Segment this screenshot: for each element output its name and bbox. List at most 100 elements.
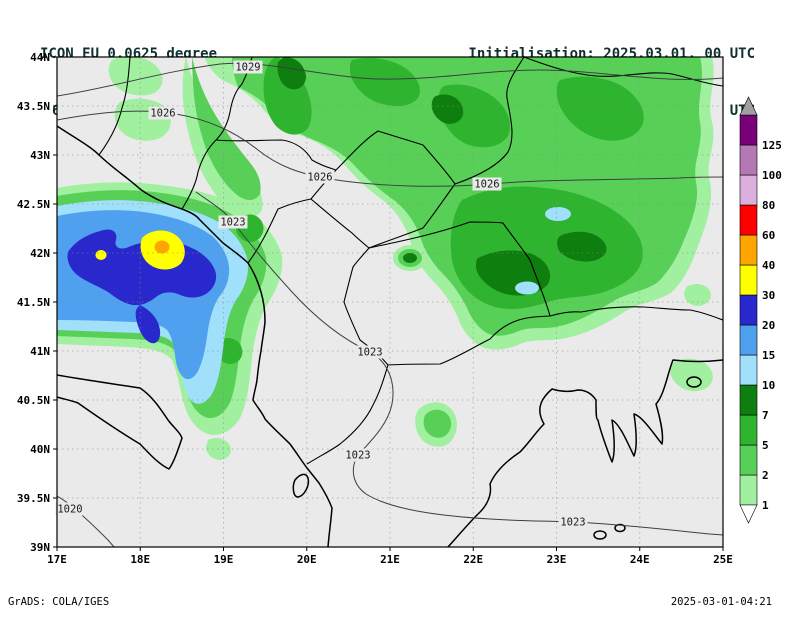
isobar-label: 1029 xyxy=(233,60,263,74)
precip-region-l7 xyxy=(557,231,607,262)
coastline-sporades-island xyxy=(593,530,607,540)
legend-value: 40 xyxy=(762,259,775,272)
border-montenegro-serbia xyxy=(215,139,337,171)
legend-over-arrow xyxy=(739,96,758,116)
border-danube-north xyxy=(523,57,723,87)
border-montenegro-albania xyxy=(247,198,312,264)
isobar-label-box xyxy=(305,170,335,184)
border-serbia-bulgaria xyxy=(454,57,525,185)
coastline-sporades-island xyxy=(614,523,626,533)
legend-swatch xyxy=(739,174,758,206)
isobar-label: 1023 xyxy=(355,345,385,359)
border-macedonia xyxy=(343,221,551,366)
precip-region-l10 xyxy=(545,207,571,221)
legend-value: 20 xyxy=(762,319,775,332)
x-tick-label: 25E xyxy=(713,553,733,566)
isobar-label-box xyxy=(355,345,385,359)
legend-value: 2 xyxy=(762,469,769,482)
isobar-label-text: 1026 xyxy=(307,172,332,184)
x-tick-label: 22E xyxy=(463,553,483,566)
isobar-labels: 1029 1026 1026 1026 1023 1023 1023 1023 1020 xyxy=(55,60,588,529)
isobar-label-text: 1020 xyxy=(57,504,82,516)
legend-value: 5 xyxy=(762,439,769,452)
y-tick-label: 39N xyxy=(30,541,50,554)
coastline-aegean xyxy=(447,359,723,547)
legend-swatch xyxy=(739,474,758,506)
precip-region-l40 xyxy=(154,240,170,254)
border-croatia-bosnia xyxy=(98,57,131,156)
legend-value: 10 xyxy=(762,379,775,392)
isobar-label: 1023 xyxy=(218,215,248,229)
legend-value: 1 xyxy=(762,499,769,512)
precip-region-l1 xyxy=(670,358,713,392)
x-tick-label: 18E xyxy=(130,553,150,566)
legend-swatch xyxy=(739,354,758,386)
legend-value: 125 xyxy=(762,139,782,152)
isobar-label: 1023 xyxy=(558,515,588,529)
coastline-thasos-island xyxy=(686,376,702,388)
x-tick-label: 23E xyxy=(547,553,567,566)
isobar-label-text: 1023 xyxy=(560,517,585,529)
x-tick-label: 24E xyxy=(630,553,650,566)
legend-value: 100 xyxy=(762,169,782,182)
legend-value: 30 xyxy=(762,289,775,302)
precip-region-l2 xyxy=(423,409,452,438)
isobar-label-text: 1026 xyxy=(150,108,175,120)
isobar-label-text: 1026 xyxy=(474,179,499,191)
x-tick-label: 21E xyxy=(380,553,400,566)
legend-swatch xyxy=(739,414,758,446)
creation-timestamp: 2025-03-01-04:21 xyxy=(670,596,772,608)
coastline-corfu-island xyxy=(292,473,310,498)
y-tick-label: 43.5N xyxy=(17,100,50,113)
y-axis-labels: 39N 39.5N 40N 40.5N 41N 41.5N 42N 42.5N 43N 43.5N… xyxy=(17,51,57,554)
legend-swatch xyxy=(739,294,758,326)
border-kosovo xyxy=(310,130,456,249)
isobar-label-box xyxy=(472,177,502,191)
legend-swatch xyxy=(739,204,758,236)
legend-swatch xyxy=(739,444,758,476)
isobar-label: 1026 xyxy=(305,170,335,184)
isobar-1029 xyxy=(57,62,723,97)
grid-lines xyxy=(57,57,723,547)
isobar-label-box xyxy=(233,60,263,74)
isobar-label-box xyxy=(148,106,178,120)
y-tick-label: 44N xyxy=(30,51,50,64)
border-albania-greece xyxy=(306,364,389,465)
isobar-label: 1020 xyxy=(55,502,85,516)
precip-region-l1 xyxy=(108,57,163,96)
y-tick-label: 42.5N xyxy=(17,198,50,211)
isobar-label: 1026 xyxy=(472,177,502,191)
isobar-label: 1023 xyxy=(343,448,373,462)
coastline-italy-heel xyxy=(57,374,183,470)
coastlines xyxy=(57,125,723,547)
precip-region-l2 xyxy=(192,57,261,200)
country-borders xyxy=(98,57,723,465)
legend-swatch xyxy=(739,234,758,266)
border-bosnia-montenegro-serbia xyxy=(181,57,253,210)
precip-region-l30 xyxy=(95,250,107,260)
isobar-label: 1026 xyxy=(148,106,178,120)
x-tick-label: 20E xyxy=(297,553,317,566)
y-tick-label: 40.5N xyxy=(17,394,50,407)
precip-region-l5 xyxy=(350,58,421,107)
precip-region-l5 xyxy=(556,76,644,141)
precip-region-l7 xyxy=(403,253,417,263)
precip-region-l1 xyxy=(684,283,711,306)
precip-region-l7 xyxy=(277,57,306,90)
legend-value: 7 xyxy=(762,409,769,422)
legend-swatch xyxy=(739,324,758,356)
legend-swatch xyxy=(739,144,758,176)
coastline-adriatic-east xyxy=(57,125,333,547)
y-tick-label: 40N xyxy=(30,443,50,456)
legend-value: 80 xyxy=(762,199,775,212)
isobar-label-box xyxy=(55,502,85,516)
isobar-label-text: 1029 xyxy=(235,62,260,74)
y-tick-label: 39.5N xyxy=(17,492,50,505)
x-tick-label: 17E xyxy=(47,553,67,566)
isobar-label-box xyxy=(558,515,588,529)
grads-credit: GrADS: COLA/IGES xyxy=(8,596,110,608)
legend-value: 60 xyxy=(762,229,775,242)
legend-swatch xyxy=(739,264,758,296)
isobar-label-box xyxy=(218,215,248,229)
